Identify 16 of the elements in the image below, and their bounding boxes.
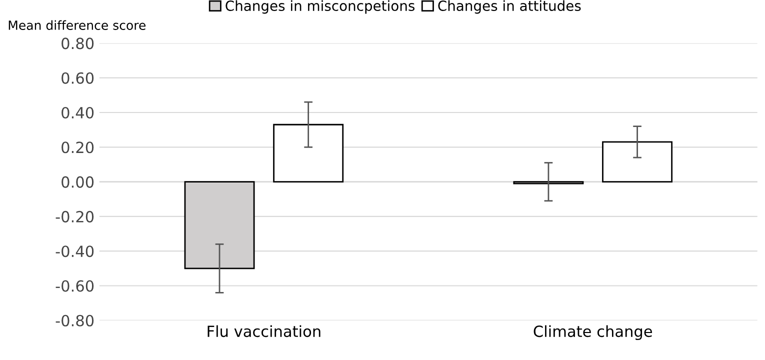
y-tick-label: -0.40 — [56, 246, 94, 258]
y-axis-title: Mean difference score — [8, 20, 146, 30]
y-tick-label: 0.40 — [62, 106, 94, 119]
x-tick-label: Climate change — [534, 325, 652, 340]
bar — [602, 141, 673, 182]
legend-label: Changes in attitudes — [438, 0, 581, 14]
bar — [273, 124, 344, 182]
y-tick-label: 0.20 — [62, 142, 94, 154]
y-tick-label: 0.80 — [62, 38, 94, 50]
y-tick-label: 0.60 — [62, 72, 94, 84]
y-tick-label: -0.80 — [56, 314, 94, 326]
y-tick-label: 0.00 — [62, 176, 94, 188]
y-tick-label: -0.20 — [56, 210, 94, 222]
y-tick-label: -0.60 — [56, 280, 94, 292]
x-tick-label: Flu vaccination — [208, 325, 320, 338]
legend-label: Changes in misconcpetions — [226, 0, 415, 14]
